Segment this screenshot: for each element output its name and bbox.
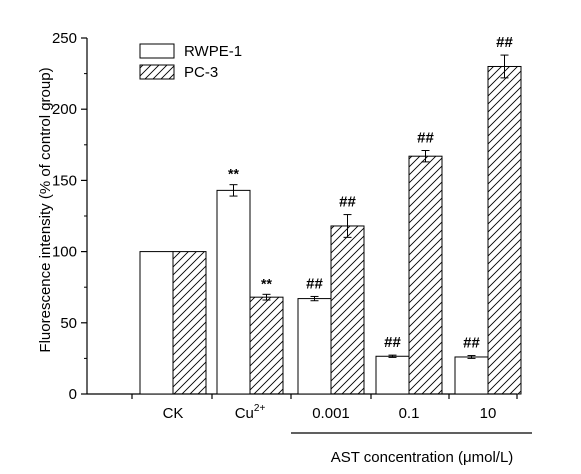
x-axis-label: AST concentration (μmol/L) (331, 449, 514, 466)
legend-label-rwpe1: RWPE-1 (184, 43, 242, 60)
x-tick-label: 0.001 (312, 405, 350, 422)
significance-marker: ## (306, 275, 323, 292)
bar-pc3 (330, 225, 365, 395)
significance-marker: ## (417, 129, 434, 146)
significance-marker: ## (339, 194, 356, 211)
x-tick-label: 0.1 (399, 405, 420, 422)
bar-pc3 (408, 155, 443, 395)
y-tick-label: 150 (52, 172, 77, 189)
x-tick-label: 10 (480, 405, 497, 422)
y-tick-label: 0 (69, 386, 77, 403)
x-tick-label-superscript: 2+ (254, 403, 266, 414)
legend-swatch-pc3 (139, 64, 175, 80)
significance-marker: ## (384, 334, 401, 351)
significance-marker: ## (463, 335, 480, 352)
y-tick-label: 50 (60, 315, 77, 332)
legend-swatch-rwpe1 (139, 43, 175, 59)
significance-marker: ** (261, 275, 272, 291)
y-tick-label: 200 (52, 101, 77, 118)
y-tick-label: 100 (52, 244, 77, 261)
significance-marker: ** (228, 166, 239, 182)
bars (139, 54, 522, 395)
bar-pc3 (249, 296, 284, 395)
y-axis-label: Fluorescence intensity (% of control gro… (37, 67, 54, 352)
significance-marker: ## (496, 34, 513, 51)
bar-pc3 (172, 251, 207, 395)
y-tick-label: 250 (52, 30, 77, 47)
bar-rwpe1 (216, 189, 251, 395)
legend: RWPE-1 PC-3 (139, 43, 242, 81)
bar-rwpe1 (297, 298, 332, 395)
bar-rwpe1 (375, 355, 410, 395)
legend-label-pc3: PC-3 (184, 64, 218, 81)
x-tick-label: Cu2+ (235, 403, 266, 422)
x-tick-label: CK (163, 405, 184, 422)
tick-labels: 0 50 100 150 200 250 CK ** ** Cu2+ ## ## 0.001 ## ## 0.… (52, 30, 514, 422)
bar-pc3 (487, 65, 522, 395)
bar-rwpe1 (139, 251, 174, 395)
bar-rwpe1 (454, 356, 489, 395)
